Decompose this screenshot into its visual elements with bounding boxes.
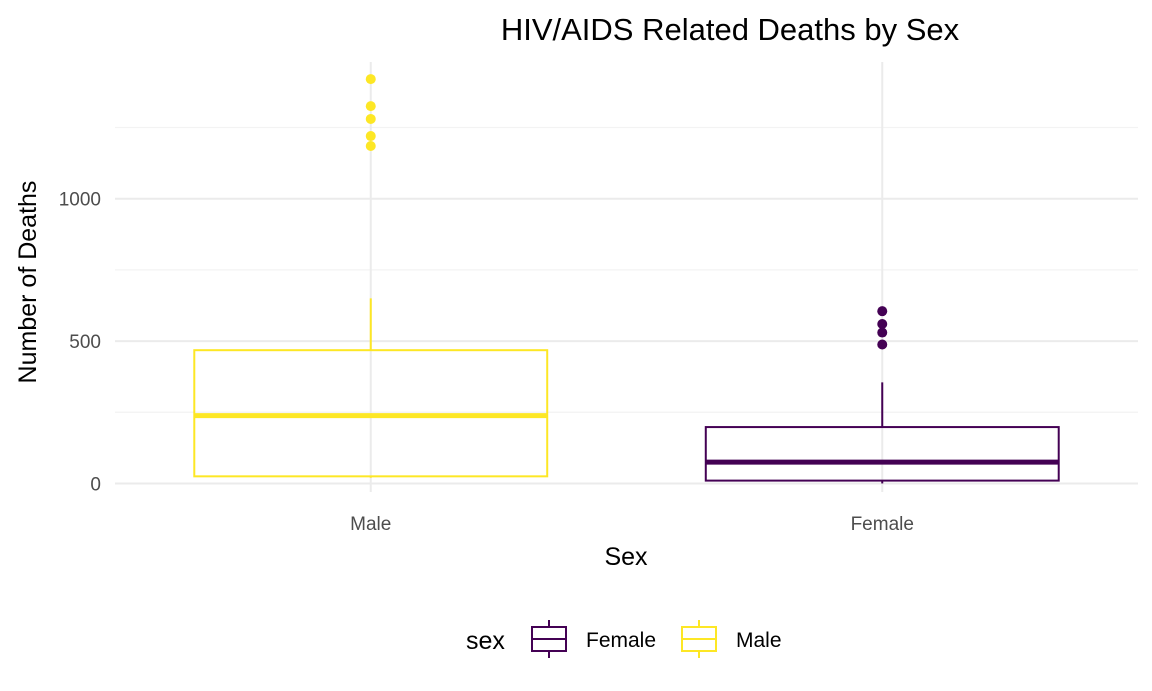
outlier-point xyxy=(877,327,888,338)
outlier-point xyxy=(877,306,888,317)
outlier-point xyxy=(365,101,376,112)
outlier-point xyxy=(365,141,376,152)
box-female xyxy=(704,306,1060,484)
box-male xyxy=(193,74,549,478)
x-tick-label: Male xyxy=(350,514,391,535)
legend-label-female: Female xyxy=(586,629,656,652)
boxes xyxy=(193,74,1060,484)
legend-title: sex xyxy=(466,627,505,655)
y-tick-label: 500 xyxy=(69,332,101,353)
x-tick-labels: Male Female xyxy=(350,514,914,535)
outlier-point xyxy=(365,74,376,85)
outlier-point xyxy=(365,131,376,142)
y-tick-labels: 0 500 1000 xyxy=(59,190,101,496)
legend-key-male xyxy=(681,620,717,658)
x-tick-label: Female xyxy=(851,514,914,535)
legend-keys xyxy=(531,620,717,658)
y-tick-label: 1000 xyxy=(59,190,101,211)
y-axis-title: Number of Deaths xyxy=(14,181,42,384)
outlier-point xyxy=(365,113,376,124)
chart-title: HIV/AIDS Related Deaths by Sex xyxy=(501,12,960,47)
legend-key-female xyxy=(531,620,567,658)
legend-label-male: Male xyxy=(736,629,782,652)
outlier-point xyxy=(877,339,888,350)
outlier-point xyxy=(877,318,888,329)
y-tick-label: 0 xyxy=(90,474,101,495)
x-axis-title: Sex xyxy=(604,543,648,571)
box-iqr xyxy=(704,426,1060,482)
legend: sex Female Male xyxy=(466,620,782,658)
